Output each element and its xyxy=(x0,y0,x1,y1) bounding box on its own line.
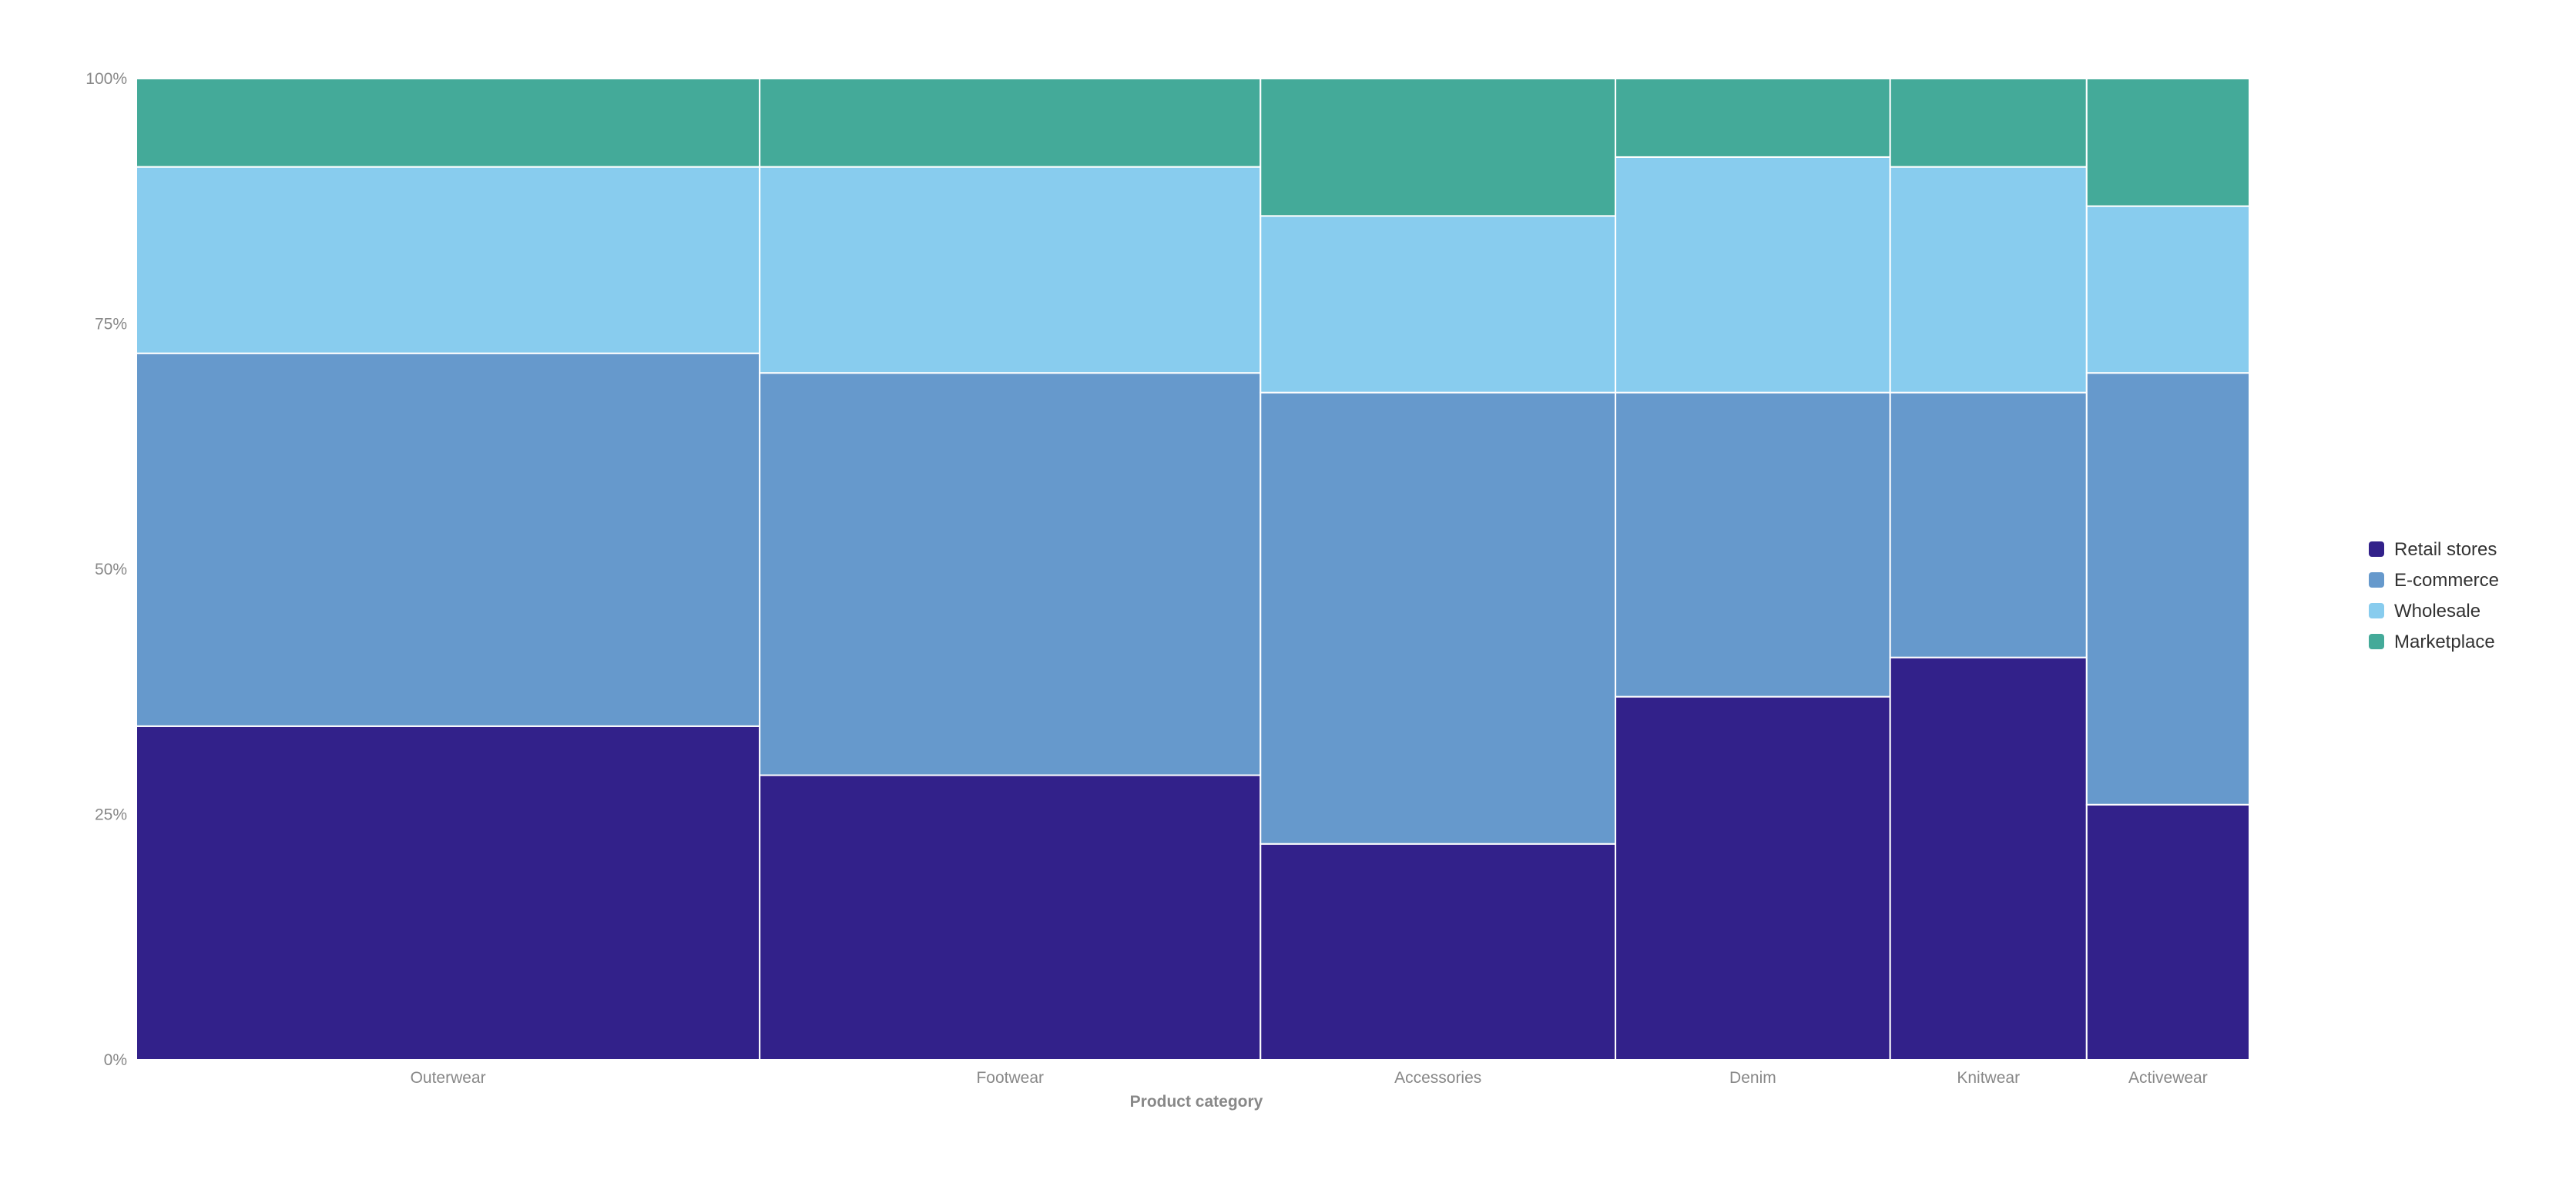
y-tick-label: 50% xyxy=(95,561,127,578)
mosaic-cell-outerwear-e-commerce xyxy=(136,352,761,727)
x-tick-label: Denim xyxy=(1729,1069,1776,1087)
mosaic-cell-accessories-marketplace xyxy=(1259,78,1617,217)
legend: Retail stores E-commerce Wholesale Marketpl… xyxy=(2369,539,2499,652)
plot-area xyxy=(136,78,2251,1061)
x-tick-label: Outerwear xyxy=(411,1069,486,1087)
mosaic-cell-outerwear-retail-stores xyxy=(136,725,761,1061)
x-axis: Outerwear Footwear Accessories Denim Knitwea… xyxy=(411,1069,2208,1087)
legend-swatch xyxy=(2369,603,2384,618)
legend-label: E-commerce xyxy=(2394,570,2499,591)
mosaic-cell-outerwear-marketplace xyxy=(136,78,761,168)
mosaic-cell-knitwear-wholesale xyxy=(1889,166,2088,394)
mosaic-cell-activewear-marketplace xyxy=(2085,78,2251,207)
mosaic-cell-denim-wholesale xyxy=(1615,156,1891,394)
x-tick-label: Footwear xyxy=(976,1069,1044,1087)
mosaic-cell-knitwear-e-commerce xyxy=(1889,391,2088,658)
mosaic-cell-denim-retail-stores xyxy=(1615,695,1891,1061)
mosaic-cell-activewear-wholesale xyxy=(2085,205,2251,374)
mosaic-cell-accessories-wholesale xyxy=(1259,215,1617,394)
mosaic-cell-activewear-retail-stores xyxy=(2085,803,2251,1061)
x-tick-label: Activewear xyxy=(2128,1069,2208,1087)
mosaic-cell-outerwear-wholesale xyxy=(136,166,761,354)
mosaic-cell-denim-marketplace xyxy=(1615,78,1891,158)
legend-label: Retail stores xyxy=(2394,539,2497,560)
mosaic-cell-footwear-e-commerce xyxy=(759,372,1262,776)
mosaic-cell-accessories-retail-stores xyxy=(1259,843,1617,1061)
mosaic-cell-activewear-e-commerce xyxy=(2085,372,2251,806)
legend-label: Marketplace xyxy=(2394,632,2495,652)
legend-label: Wholesale xyxy=(2394,601,2480,622)
mosaic-cell-accessories-e-commerce xyxy=(1259,391,1617,845)
y-tick-label: 0% xyxy=(104,1051,127,1069)
y-tick-label: 25% xyxy=(95,806,127,824)
mosaic-cell-knitwear-marketplace xyxy=(1889,78,2088,168)
y-axis: 0% 25% 50% 75% 100% xyxy=(86,70,127,1069)
x-axis-title: Product category xyxy=(1130,1093,1263,1111)
mosaic-cell-footwear-retail-stores xyxy=(759,774,1262,1061)
legend-swatch xyxy=(2369,572,2384,588)
legend-swatch xyxy=(2369,541,2384,557)
y-tick-label: 100% xyxy=(86,70,127,88)
x-tick-label: Accessories xyxy=(1394,1069,1481,1087)
mosaic-cell-knitwear-retail-stores xyxy=(1889,656,2088,1061)
mosaic-cell-footwear-marketplace xyxy=(759,78,1262,168)
x-tick-label: Knitwear xyxy=(1957,1069,2020,1087)
y-tick-label: 75% xyxy=(95,316,127,333)
legend-swatch xyxy=(2369,634,2384,649)
mosaic-cell-denim-e-commerce xyxy=(1615,391,1891,698)
mosaic-cell-footwear-wholesale xyxy=(759,166,1262,374)
